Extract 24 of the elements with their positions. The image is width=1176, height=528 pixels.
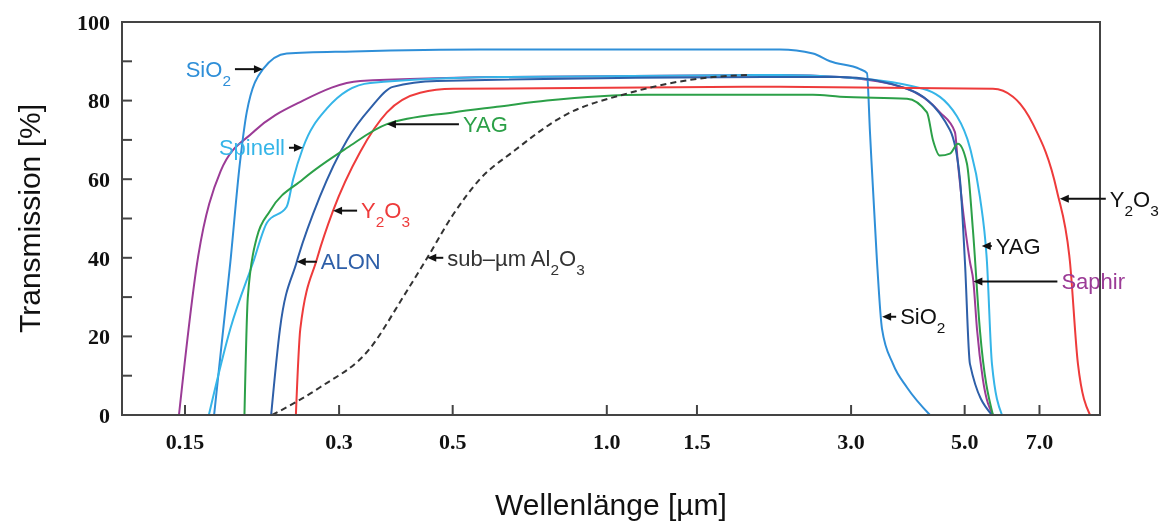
y-tick-label: 100	[77, 9, 110, 35]
series-label: ALON	[320, 249, 381, 275]
annotation: SiO$_{2}$	[900, 304, 946, 336]
y-tick-label: 0	[99, 402, 110, 428]
x-tick-label: 5.0	[950, 429, 979, 454]
series-label: Y$_{2}$O$_{3}$	[361, 198, 411, 230]
y-tick-label: 60	[88, 166, 110, 192]
x-tick-label: 0.15	[165, 429, 205, 454]
x-tick-label: 0.3	[325, 429, 353, 454]
series-label: sub–µm Al$_{2}$O$_{3}$	[447, 245, 585, 277]
series-label: SiO$_{2}$	[185, 56, 231, 89]
annotation: Y$_{2}$O$_{3}$	[1109, 186, 1159, 219]
x-tick-label: 7.0	[1025, 429, 1054, 454]
y-axis-title: Transmission [%]	[13, 104, 46, 333]
y-tick-label: 80	[88, 88, 110, 114]
x-tick-label: 3.0	[837, 429, 865, 454]
x-tick-label: 1.5	[683, 429, 711, 454]
annotation: YAG	[995, 233, 1041, 259]
series-label: YAG	[462, 111, 508, 137]
x-tick-label: 0.5	[438, 429, 467, 454]
x-tick-label: 1.0	[593, 429, 621, 454]
y-tick-label: 20	[88, 324, 110, 350]
y-tick-label: 40	[88, 245, 110, 271]
x-axis-title: Wellenlänge [µm]	[495, 488, 727, 521]
